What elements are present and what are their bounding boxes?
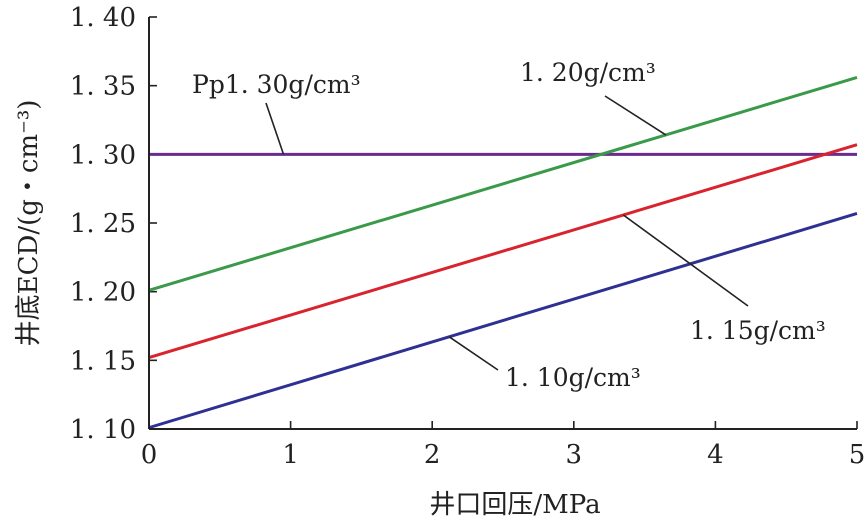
leader-line-pp bbox=[265, 102, 285, 155]
y-tick-label: 1. 20 bbox=[70, 278, 136, 308]
x-tick-label: 3 bbox=[566, 440, 583, 470]
y-tick-label: 1. 25 bbox=[70, 209, 136, 239]
x-tick-label: 0 bbox=[141, 440, 158, 470]
y-axis-ticks: 1. 10 1. 15 1. 20 1. 25 1. 30 1. 35 1. 40 bbox=[70, 3, 157, 445]
y-tick-label: 1. 10 bbox=[70, 415, 136, 445]
series-line-d120 bbox=[148, 75, 858, 292]
series-lines bbox=[148, 75, 858, 430]
y-tick-label: 1. 15 bbox=[70, 346, 136, 376]
annotation-leaders bbox=[265, 95, 749, 371]
x-tick-label: 1 bbox=[282, 440, 299, 470]
series-line-d115 bbox=[148, 143, 858, 360]
series-label-1-10: 1. 10g/cm³ bbox=[505, 363, 641, 392]
y-tick-label: 1. 40 bbox=[70, 3, 136, 33]
series-label-1-20: 1. 20g/cm³ bbox=[520, 58, 656, 87]
leader-line-d110 bbox=[448, 336, 499, 371]
series-label-pp: Pp1. 30g/cm³ bbox=[192, 70, 361, 99]
y-axis-title: 井底ECD/(g・cm⁻³) bbox=[14, 100, 44, 347]
leader-line-d120 bbox=[604, 95, 667, 136]
x-axis-title: 井口回压/MPa bbox=[429, 490, 600, 520]
series-label-1-15: 1. 15g/cm³ bbox=[690, 316, 826, 345]
x-axis-ticks: 0 1 2 3 4 5 bbox=[141, 421, 866, 470]
y-tick-label: 1. 35 bbox=[70, 72, 136, 102]
x-tick-label: 4 bbox=[707, 440, 724, 470]
series-line-d110 bbox=[148, 211, 858, 430]
y-tick-label: 1. 30 bbox=[70, 140, 136, 170]
leader-line-d115 bbox=[622, 214, 749, 307]
x-tick-label: 5 bbox=[849, 440, 866, 470]
x-tick-label: 2 bbox=[424, 440, 441, 470]
